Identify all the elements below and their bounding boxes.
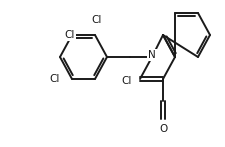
Text: Cl: Cl	[50, 74, 60, 84]
Text: Cl: Cl	[122, 76, 132, 86]
Text: O: O	[159, 124, 167, 134]
Text: N: N	[148, 50, 156, 60]
Text: Cl: Cl	[92, 15, 102, 25]
Text: Cl: Cl	[65, 30, 75, 40]
